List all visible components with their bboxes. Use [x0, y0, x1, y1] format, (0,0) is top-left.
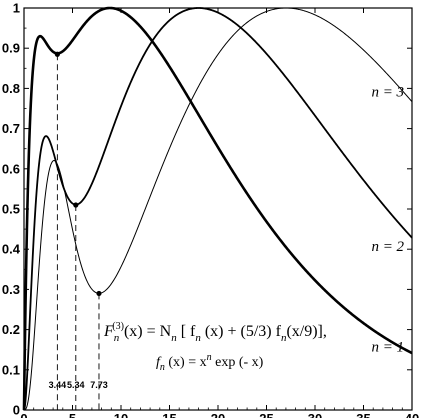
series-label: n = 1	[371, 340, 404, 356]
curve-n2	[23, 7, 413, 411]
y-tick-label: 0.3	[2, 282, 20, 297]
y-tick-label: 0.7	[2, 121, 20, 136]
x-tick-label: 25	[259, 411, 273, 418]
formula: Fn(3)(x) = Nn [ fn (x) + (5/3) fn(x/9)],…	[103, 321, 327, 373]
series-label: n = 2	[371, 239, 404, 255]
x-tick-label: 0	[20, 411, 27, 418]
series-label: n = 3	[371, 84, 404, 100]
minimum-label: 7.73	[90, 380, 108, 390]
y-tick-label: 1	[13, 1, 20, 16]
minimum-point	[73, 202, 79, 208]
minimum-point	[96, 290, 102, 297]
minimum-label: 3.44	[49, 380, 67, 390]
curves	[22, 6, 413, 411]
x-tick-label: 30	[308, 411, 322, 418]
minima-markers: 3.44 5.34 7.73	[49, 51, 108, 410]
y-tick-label: 0.5	[2, 202, 20, 217]
x-tick-label: 15	[162, 411, 176, 418]
minimum-point	[54, 51, 60, 57]
x-tick-label: 5	[69, 411, 76, 418]
minimum-label: 5.34	[67, 380, 85, 390]
x-tick-label: 20	[211, 411, 225, 418]
x-tick-label: 10	[114, 411, 128, 418]
x-tick-label: 40	[405, 411, 419, 418]
y-tick-label: 0.6	[2, 161, 20, 176]
formula-line-2: fn (x) = xn exp (- x)	[156, 352, 264, 373]
y-tick-label: 0.4	[2, 242, 21, 257]
y-tick-label: 0	[13, 403, 20, 418]
y-tick-label: 0.9	[2, 41, 20, 56]
formula-line-1: Fn(3)(x) = Nn [ fn (x) + (5/3) fn(x/9)],	[103, 321, 327, 344]
curve-n1	[22, 6, 413, 411]
y-tick-label: 0.2	[2, 322, 20, 337]
curve-n3	[23, 7, 413, 411]
plot-frame	[23, 7, 413, 411]
y-tick-label: 0.8	[2, 81, 20, 96]
y-tick-label: 0.1	[2, 362, 20, 377]
x-tick-label: 35	[356, 411, 370, 418]
series-labels: n = 1 n = 2 n = 3	[371, 84, 404, 355]
